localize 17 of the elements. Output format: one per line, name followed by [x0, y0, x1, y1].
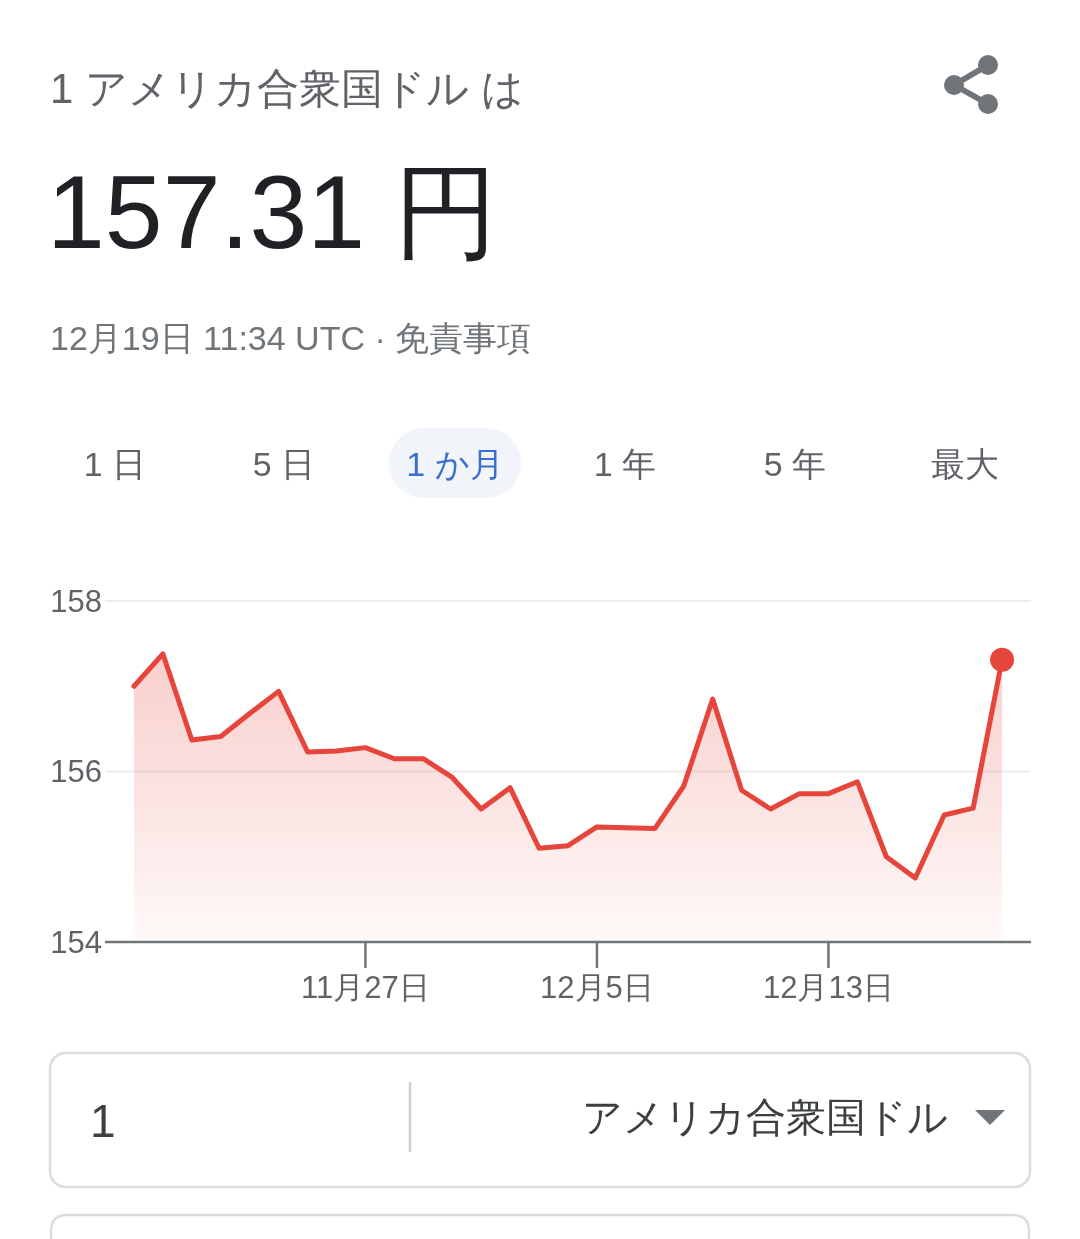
- text: 最大: [931, 445, 999, 483]
- chart-title: 1 アメリカ合衆国ドル は: [50, 65, 524, 112]
- text: 1 年: [593, 445, 657, 483]
- y-tick-label: 156: [50, 754, 102, 790]
- text: 12月19日 11:34 UTC · 免責事項: [50, 319, 532, 357]
- x-tick-label: 12月5日: [540, 970, 654, 1005]
- text: アメリカ合衆国ドル: [582, 1095, 948, 1139]
- y-tick-label: 158: [50, 583, 102, 619]
- x-tick-label: 11月27日: [301, 970, 430, 1005]
- y-tick-label: 154: [50, 924, 102, 960]
- text: 1: [90, 1095, 116, 1147]
- text: 5 日: [252, 445, 316, 483]
- x-tick-label: 12月13日: [762, 970, 894, 1005]
- text: 1 か月: [406, 445, 504, 483]
- chart-subtitle: 157.31 円: [47, 154, 498, 270]
- text: 5 年: [763, 445, 827, 483]
- text: 1 日: [83, 445, 147, 483]
